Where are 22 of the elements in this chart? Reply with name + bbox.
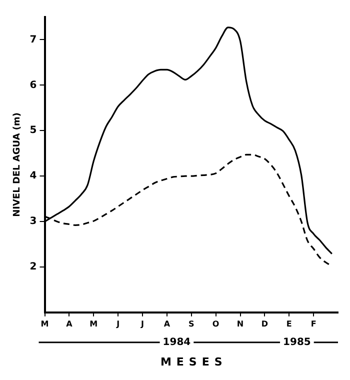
x-tick-label: A	[164, 319, 171, 328]
x-tick-label: J	[140, 319, 144, 328]
y-axis-title: NIVEL DEL AGUA (m)	[12, 112, 23, 217]
x-tick-label: A	[66, 319, 74, 328]
x-tick-label: F	[310, 319, 316, 328]
x-tick-label: N	[236, 319, 244, 328]
x-tick-label: S	[188, 319, 194, 328]
text: 1985	[283, 336, 311, 348]
x-tick-label: J	[116, 319, 120, 328]
x-tick-label: D	[261, 319, 268, 328]
y-tick-label: 3	[30, 216, 37, 228]
x-axis-title: MESES	[160, 355, 228, 368]
text: 1984	[162, 336, 191, 348]
x-tick-label: M	[90, 319, 98, 328]
y-tick-label: 6	[30, 80, 37, 91]
y-tick-label: 5	[30, 125, 37, 136]
y-tick-label: 2	[30, 262, 37, 273]
x-tick-label: M	[40, 319, 49, 328]
x-tick-label: E	[286, 319, 292, 328]
y-tick-label: 4	[30, 170, 37, 182]
y-tick-label: 7	[30, 34, 37, 46]
x-tick-label: O	[212, 319, 220, 328]
